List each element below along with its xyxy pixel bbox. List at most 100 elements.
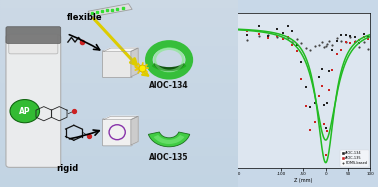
Point xyxy=(316,76,322,79)
Point xyxy=(338,34,344,37)
Point xyxy=(372,31,378,34)
Bar xyxy=(0,52,238,54)
Bar xyxy=(0,82,238,84)
FancyBboxPatch shape xyxy=(9,34,58,54)
Point xyxy=(274,36,280,39)
Bar xyxy=(0,65,238,67)
Bar xyxy=(0,22,238,24)
Bar xyxy=(0,155,238,157)
Point xyxy=(280,32,286,35)
Point xyxy=(307,49,313,52)
Bar xyxy=(0,172,238,174)
Point xyxy=(321,122,327,125)
Point xyxy=(334,39,340,42)
Bar xyxy=(0,101,238,103)
Bar xyxy=(0,181,238,183)
Point xyxy=(289,29,295,32)
FancyBboxPatch shape xyxy=(102,119,132,146)
Bar xyxy=(0,60,238,62)
Point xyxy=(256,24,262,27)
Bar xyxy=(0,17,238,19)
Text: AP: AP xyxy=(19,107,31,116)
Bar xyxy=(0,80,238,82)
Bar xyxy=(0,108,238,110)
Point xyxy=(285,37,291,40)
Point xyxy=(365,48,371,51)
Polygon shape xyxy=(131,48,138,77)
Bar xyxy=(0,131,238,133)
Point xyxy=(361,33,367,36)
FancyBboxPatch shape xyxy=(6,27,61,43)
Bar xyxy=(0,19,238,21)
Point xyxy=(307,129,313,132)
Bar xyxy=(0,151,238,153)
Bar xyxy=(0,28,238,30)
Bar xyxy=(0,127,238,129)
Point xyxy=(326,89,332,92)
Point xyxy=(302,104,308,107)
Point xyxy=(319,68,325,70)
Bar xyxy=(0,140,238,142)
Point xyxy=(329,68,335,71)
Y-axis label: T: T xyxy=(217,89,222,92)
Bar xyxy=(0,123,238,125)
Bar xyxy=(0,88,238,90)
Bar xyxy=(0,185,238,187)
Point xyxy=(256,34,262,37)
Point xyxy=(265,37,271,40)
Point xyxy=(324,42,330,45)
Bar xyxy=(0,54,238,56)
Point xyxy=(265,33,271,36)
Bar xyxy=(0,153,238,155)
Bar xyxy=(0,135,238,137)
Point xyxy=(245,29,251,32)
Point xyxy=(316,43,322,46)
Circle shape xyxy=(10,99,40,123)
Point xyxy=(365,34,371,37)
Bar xyxy=(0,166,238,168)
FancyBboxPatch shape xyxy=(6,35,61,167)
Bar xyxy=(0,114,238,116)
Point xyxy=(356,46,362,49)
Point xyxy=(324,129,330,132)
Wedge shape xyxy=(149,132,190,147)
Text: AlOC-135: AlOC-135 xyxy=(149,153,189,162)
Bar xyxy=(0,7,238,9)
Bar xyxy=(0,170,238,172)
Point xyxy=(329,49,335,52)
Bar xyxy=(0,50,238,52)
Point xyxy=(274,27,280,30)
Point xyxy=(307,106,313,109)
Point xyxy=(294,50,300,53)
Wedge shape xyxy=(153,135,184,144)
Bar xyxy=(0,84,238,86)
Point xyxy=(343,40,349,43)
Bar xyxy=(0,144,238,146)
Bar xyxy=(0,90,238,92)
Bar xyxy=(0,103,238,105)
Point xyxy=(323,127,329,130)
Bar xyxy=(0,92,238,94)
Bar xyxy=(0,137,238,138)
Bar xyxy=(0,69,238,71)
Bar xyxy=(0,2,238,4)
Point xyxy=(289,41,295,44)
Bar xyxy=(0,24,238,26)
Point xyxy=(311,44,318,47)
Point xyxy=(233,32,239,35)
Point xyxy=(285,24,291,27)
Point xyxy=(372,38,378,41)
Bar xyxy=(0,39,238,41)
Point xyxy=(316,94,322,97)
Point xyxy=(256,32,262,35)
Bar xyxy=(0,99,238,101)
Point xyxy=(319,84,325,87)
Point xyxy=(372,37,378,40)
Bar xyxy=(0,120,238,122)
Point xyxy=(361,41,367,44)
Bar xyxy=(0,71,238,73)
Point xyxy=(289,43,295,46)
Point xyxy=(311,101,318,104)
Bar xyxy=(0,41,238,43)
Point xyxy=(294,38,300,41)
